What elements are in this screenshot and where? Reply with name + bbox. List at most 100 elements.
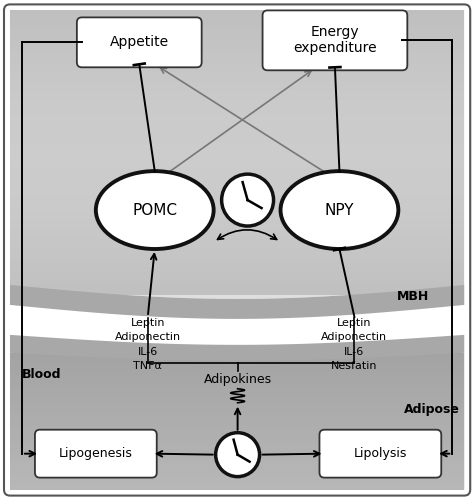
Polygon shape [10, 252, 464, 257]
Polygon shape [10, 403, 464, 407]
Polygon shape [10, 30, 464, 34]
Polygon shape [10, 72, 464, 77]
Polygon shape [10, 412, 464, 416]
Text: Lipolysis: Lipolysis [354, 447, 407, 460]
Polygon shape [10, 105, 464, 110]
Polygon shape [10, 290, 464, 295]
Polygon shape [10, 143, 464, 148]
Polygon shape [10, 266, 464, 271]
Polygon shape [10, 416, 464, 421]
Polygon shape [10, 380, 464, 384]
FancyBboxPatch shape [77, 18, 202, 68]
Polygon shape [10, 158, 464, 162]
Polygon shape [10, 10, 464, 15]
Polygon shape [10, 214, 464, 219]
Text: Adipose: Adipose [404, 403, 460, 416]
Polygon shape [10, 305, 464, 345]
Polygon shape [10, 384, 464, 390]
Polygon shape [10, 124, 464, 129]
Polygon shape [10, 205, 464, 210]
Polygon shape [10, 228, 464, 234]
Polygon shape [10, 190, 464, 196]
Polygon shape [10, 444, 464, 448]
Polygon shape [10, 58, 464, 62]
Polygon shape [10, 15, 464, 20]
Polygon shape [10, 96, 464, 100]
Circle shape [222, 174, 274, 226]
Polygon shape [10, 44, 464, 49]
Polygon shape [10, 358, 464, 362]
Polygon shape [10, 362, 464, 366]
Polygon shape [10, 86, 464, 91]
Polygon shape [10, 196, 464, 200]
Polygon shape [10, 110, 464, 114]
Polygon shape [10, 286, 464, 290]
Polygon shape [10, 280, 464, 285]
Polygon shape [10, 257, 464, 262]
Polygon shape [10, 167, 464, 172]
Polygon shape [10, 91, 464, 96]
Polygon shape [10, 138, 464, 143]
Polygon shape [10, 82, 464, 86]
Text: Energy
expenditure: Energy expenditure [293, 25, 377, 56]
Polygon shape [10, 467, 464, 471]
Polygon shape [10, 224, 464, 228]
Polygon shape [10, 20, 464, 24]
Text: NPY: NPY [325, 202, 354, 218]
Polygon shape [10, 335, 464, 361]
Polygon shape [10, 53, 464, 58]
Polygon shape [10, 353, 464, 358]
Polygon shape [10, 129, 464, 134]
Polygon shape [10, 181, 464, 186]
Text: Lipogenesis: Lipogenesis [59, 447, 133, 460]
Polygon shape [10, 210, 464, 214]
Polygon shape [10, 234, 464, 238]
Polygon shape [10, 39, 464, 44]
Polygon shape [10, 24, 464, 29]
Polygon shape [10, 448, 464, 453]
Polygon shape [10, 148, 464, 152]
Polygon shape [10, 62, 464, 68]
Polygon shape [10, 485, 464, 490]
Text: Adipokines: Adipokines [204, 373, 272, 386]
Polygon shape [10, 376, 464, 380]
Polygon shape [10, 219, 464, 224]
Polygon shape [10, 408, 464, 412]
Polygon shape [10, 480, 464, 485]
Text: Leptin
Adiponectin
IL-6
TNFα: Leptin Adiponectin IL-6 TNFα [114, 318, 181, 371]
Polygon shape [10, 186, 464, 190]
Polygon shape [10, 172, 464, 176]
Text: MBH: MBH [397, 290, 429, 303]
FancyBboxPatch shape [320, 430, 441, 478]
Polygon shape [10, 34, 464, 39]
Text: POMC: POMC [132, 202, 177, 218]
Polygon shape [10, 394, 464, 398]
Polygon shape [10, 243, 464, 248]
Polygon shape [10, 453, 464, 458]
Polygon shape [10, 162, 464, 167]
Polygon shape [10, 200, 464, 205]
Polygon shape [10, 430, 464, 435]
FancyBboxPatch shape [35, 430, 157, 478]
Polygon shape [10, 248, 464, 252]
Text: Appetite: Appetite [110, 36, 169, 50]
Polygon shape [10, 472, 464, 476]
Polygon shape [10, 421, 464, 426]
Polygon shape [10, 10, 464, 299]
Polygon shape [10, 462, 464, 467]
Polygon shape [10, 77, 464, 82]
Polygon shape [10, 390, 464, 394]
Polygon shape [10, 435, 464, 440]
Polygon shape [10, 366, 464, 371]
Polygon shape [10, 238, 464, 243]
Text: Blood: Blood [22, 368, 61, 382]
Polygon shape [10, 458, 464, 462]
Circle shape [216, 432, 259, 476]
Polygon shape [10, 426, 464, 430]
Text: Leptin
Adiponectin
IL-6
Nesfatin: Leptin Adiponectin IL-6 Nesfatin [322, 318, 388, 371]
Polygon shape [10, 176, 464, 181]
Polygon shape [10, 48, 464, 53]
Polygon shape [10, 476, 464, 480]
Polygon shape [10, 271, 464, 276]
Polygon shape [10, 440, 464, 444]
